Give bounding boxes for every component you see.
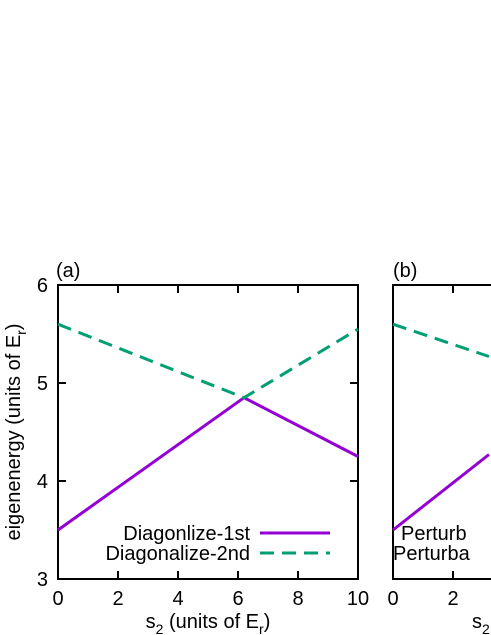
x-tick-label: 0 [52,588,63,610]
series-line-perturb [392,453,490,532]
y-tick-label: 3 [37,569,48,591]
panel-a-series [57,322,359,532]
y-tick-label: 5 [37,373,48,395]
y-tick-label: 4 [37,471,48,493]
y-axis-label: eigenenergy (units of Er) [3,323,29,540]
panel-b-legend: Perturb Perturba [393,523,471,565]
series-line-diagonalize-2nd [57,322,359,400]
panel-a-legend: Diagonlize-1st Diagonalize-2nd [105,523,330,565]
x-tick-label: 8 [292,588,303,610]
panel-a: (a) 0 2 4 6 8 10 3 4 5 6 eigenenergy (units of Er… [3,260,369,635]
x-tick-label: 0 [387,588,398,610]
panel-b-x-axis-label: s2 [472,611,490,635]
y-tick-label: 6 [37,275,48,297]
x-tick-label: 2 [447,588,458,610]
panel-a-label: (a) [56,260,80,282]
panel-b-series [392,322,490,532]
panel-b-label: (b) [393,260,417,282]
series-line-diagonlize-1st [57,396,359,532]
x-tick-label: 4 [172,588,183,610]
x-axis-label: s2 (units of Er) [146,611,271,635]
x-tick-label: 2 [112,588,123,610]
legend-entry-diagonlize-1st: Diagonlize-1st [123,523,250,545]
x-tick-label: 10 [347,588,369,610]
legend-entry-perturba: Perturba [393,543,471,565]
legend-entry-perturb: Perturb [401,523,467,545]
panel-a-ticks: 0 2 4 6 8 10 3 4 5 6 [37,275,369,610]
legend-entry-diagonalize-2nd: Diagonalize-2nd [105,543,250,565]
panel-b-frame [392,284,491,580]
panel-a-frame [57,284,359,580]
x-tick-label: 6 [232,588,243,610]
series-line-perturba [392,322,490,358]
